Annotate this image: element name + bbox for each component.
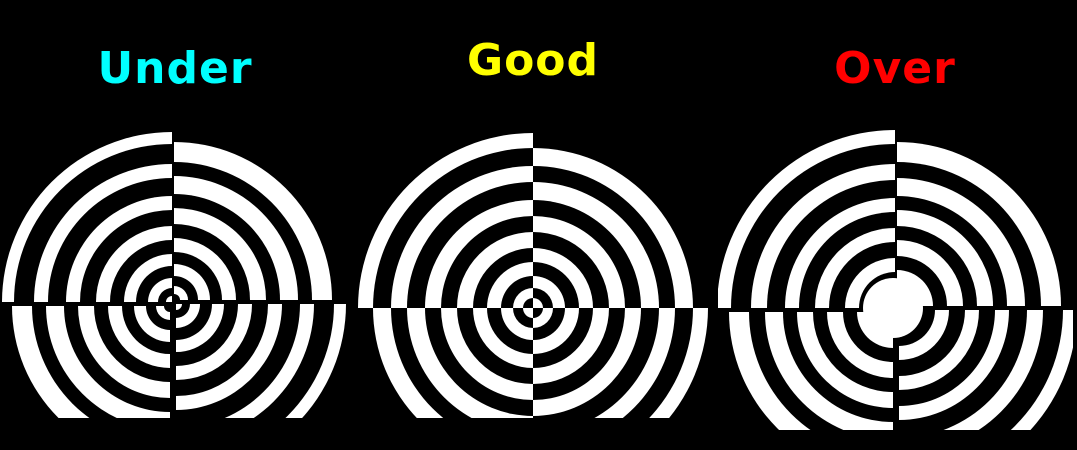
over-label: Over bbox=[834, 43, 956, 94]
ring-segment bbox=[533, 298, 543, 308]
good-label: Good bbox=[466, 35, 600, 86]
ring-segment bbox=[533, 308, 543, 318]
over-focus-pattern bbox=[718, 128, 1073, 430]
ring-segment bbox=[164, 306, 170, 312]
under-label: Under bbox=[97, 43, 253, 94]
ring-segment bbox=[174, 294, 180, 300]
under-focus-pattern bbox=[0, 130, 346, 418]
ring-segment bbox=[176, 304, 182, 310]
center-blob bbox=[863, 278, 923, 338]
ring-segment bbox=[166, 296, 172, 302]
good-focus-pattern bbox=[358, 133, 708, 418]
ring-segment bbox=[523, 308, 533, 318]
ring-segment bbox=[523, 298, 533, 308]
